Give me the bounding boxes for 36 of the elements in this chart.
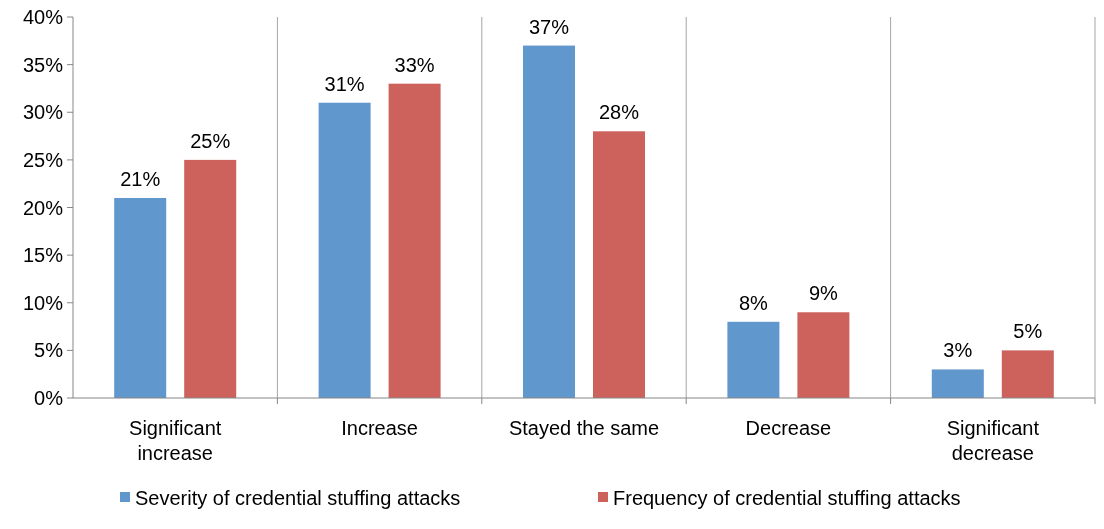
bar [114,197,167,398]
y-tick-label: 5% [34,339,64,362]
bar [318,102,371,398]
bar [184,159,237,398]
text: 9% [808,282,838,305]
bar [523,45,575,398]
y-tick-label: 40% [22,6,64,28]
legend-label: Severity of credential stuffing attacks [135,487,461,509]
text: 31% [324,72,365,95]
text: 37% [528,15,570,38]
text: 5% [1013,320,1043,343]
y-tick-label: 35% [22,53,64,76]
text: 33% [394,53,435,76]
text: 28% [598,101,640,124]
text: 3% [943,339,973,362]
x-tick-label: Increase [341,417,418,439]
text: 8% [738,291,768,314]
x-tick-label: Decrease [745,417,832,439]
x-tick-label: Stayed the same [508,417,660,439]
bar [593,131,645,398]
text: 21% [120,167,161,190]
bar [797,312,850,398]
y-tick-label: 0% [34,387,64,409]
y-tick-label: 15% [22,244,64,267]
legend-label: Frequency of credential stuffing attacks [613,487,961,509]
y-tick-label: 25% [22,148,64,171]
x-tick-label: Significant increase [129,417,222,464]
bar [931,369,984,398]
y-tick-label: 30% [22,101,64,124]
bar [388,83,441,398]
y-tick-label: 10% [22,291,64,314]
y-tick-label: 20% [22,196,64,219]
bar [727,321,780,398]
bar [1001,350,1054,398]
x-tick-label: Significant decrease [946,417,1040,464]
text: 25% [190,129,231,152]
